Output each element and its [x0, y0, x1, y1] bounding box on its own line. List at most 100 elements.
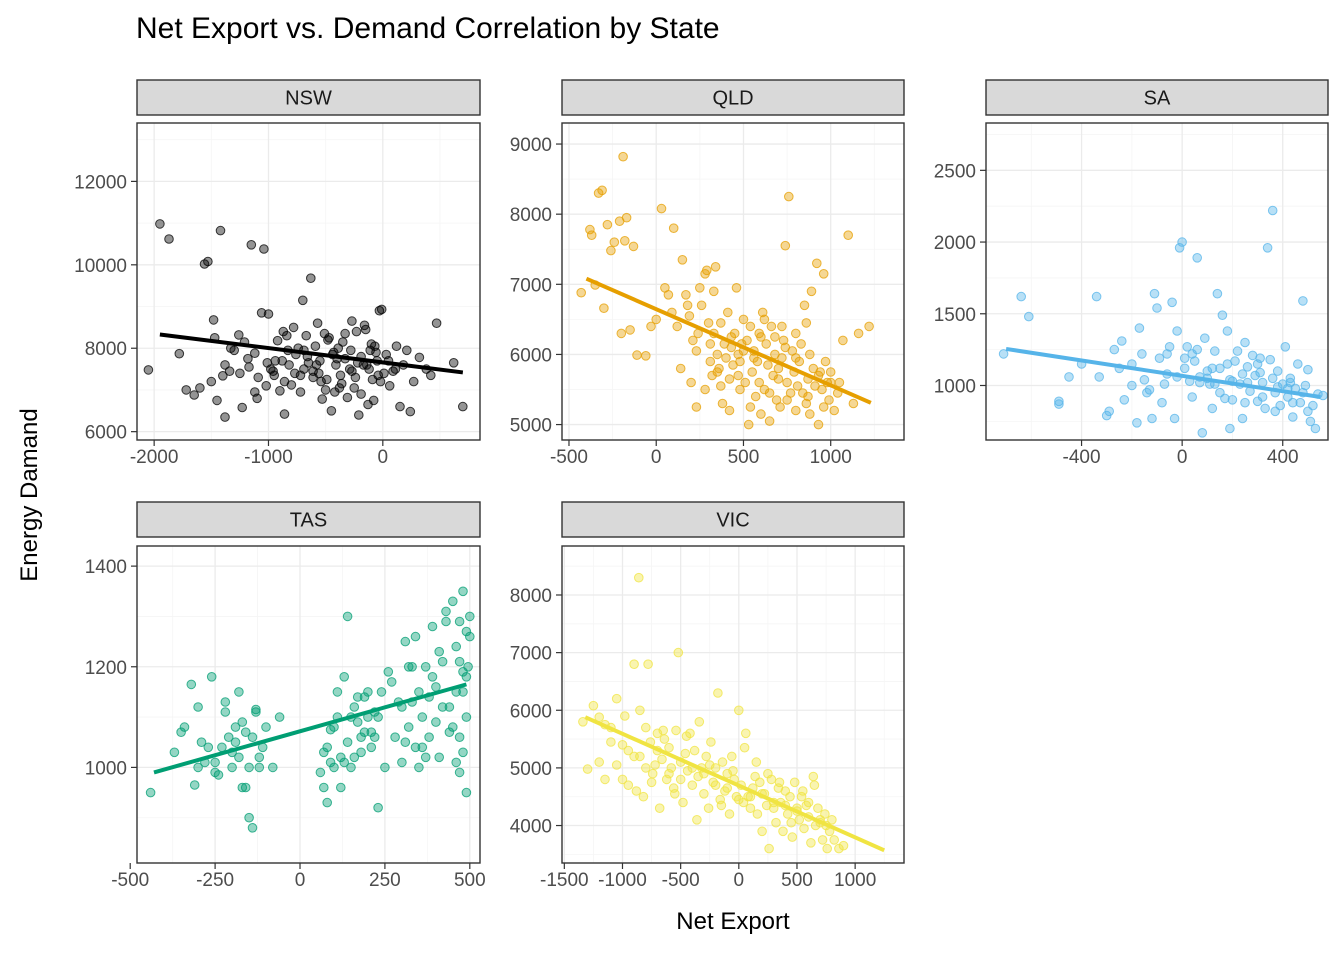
data-point [444, 727, 455, 738]
data-point [458, 667, 468, 677]
data-point [408, 376, 419, 387]
data-point [375, 376, 386, 387]
data-point [756, 409, 766, 419]
data-point [582, 764, 593, 774]
panel-border-tas [136, 545, 481, 864]
data-point [818, 269, 829, 279]
data-point [311, 360, 322, 370]
data-point [792, 381, 803, 391]
data-point [735, 384, 745, 395]
data-point [189, 390, 199, 400]
data-point [391, 341, 402, 352]
data-point [434, 646, 445, 657]
data-point [785, 791, 795, 802]
data-point [1137, 349, 1147, 359]
data-point [417, 712, 428, 722]
data-point [1212, 288, 1223, 299]
data-point [1200, 333, 1210, 344]
data-point [853, 328, 864, 339]
data-point [822, 843, 833, 854]
data-point [403, 662, 414, 672]
data-point [670, 789, 680, 799]
data-point [332, 687, 343, 697]
data-point [356, 389, 366, 399]
panel-background-vic [562, 546, 904, 863]
data-point [1197, 428, 1208, 438]
data-point [675, 774, 686, 785]
data-point [268, 762, 278, 773]
data-point [628, 241, 639, 252]
data-point [220, 412, 230, 422]
data-point [246, 240, 257, 250]
data-point [437, 702, 448, 712]
data-point [805, 349, 815, 360]
data-point [684, 311, 695, 321]
data-point [237, 402, 247, 413]
data-point [301, 330, 312, 341]
data-point [279, 376, 290, 387]
data-point [1054, 399, 1064, 409]
data-point [715, 794, 726, 805]
data-point [659, 734, 670, 744]
data-point [705, 356, 716, 367]
data-point [1104, 406, 1114, 417]
data-point [813, 803, 823, 814]
data-point [164, 234, 174, 244]
data-point [646, 777, 657, 788]
data-point [290, 368, 300, 379]
x-tick-label-tas: -250 [196, 870, 234, 891]
data-point [1174, 243, 1185, 253]
data-point [838, 335, 848, 346]
data-point [465, 631, 475, 642]
data-point [689, 745, 700, 756]
y-tick-label-vic: 6000 [510, 701, 552, 722]
data-point [448, 722, 458, 732]
data-point [641, 763, 651, 773]
data-point [417, 742, 428, 753]
data-point [420, 752, 431, 763]
data-point [217, 742, 227, 753]
data-point [631, 786, 642, 796]
data-point [629, 659, 639, 670]
data-point [774, 777, 785, 788]
data-point [700, 384, 710, 395]
data-point [766, 321, 777, 332]
data-point [727, 751, 737, 762]
data-point [1280, 342, 1291, 352]
data-point [441, 616, 451, 627]
data-point [752, 356, 763, 367]
x-tick-label-qld: 500 [728, 447, 760, 468]
data-point [733, 370, 744, 381]
data-point [710, 780, 721, 791]
data-point [693, 771, 703, 782]
data-point [813, 419, 824, 430]
data-point [1217, 310, 1228, 321]
data-point [234, 330, 244, 340]
data-point [1207, 363, 1218, 374]
data-point [843, 230, 854, 240]
data-point [812, 258, 822, 269]
data-point [691, 346, 702, 356]
data-point [695, 283, 705, 293]
data-point [1222, 326, 1233, 336]
x-tick-label-nsw: 0 [378, 447, 389, 468]
data-point [325, 757, 336, 768]
data-point [461, 626, 472, 637]
data-point [738, 314, 749, 325]
data-point [1252, 359, 1263, 369]
data-point [775, 402, 785, 412]
y-tick-label-qld: 7000 [510, 275, 552, 296]
data-point [1310, 423, 1321, 434]
data-point [1134, 323, 1145, 333]
y-tick-label-nsw: 8000 [85, 339, 127, 360]
data-point [1119, 395, 1130, 405]
data-point [827, 815, 837, 825]
data-point [1154, 353, 1165, 364]
data-point [395, 401, 405, 412]
data-point [820, 809, 830, 819]
data-point [349, 383, 360, 393]
data-point [801, 398, 812, 409]
data-point [1157, 397, 1167, 408]
data-point [1270, 406, 1280, 417]
